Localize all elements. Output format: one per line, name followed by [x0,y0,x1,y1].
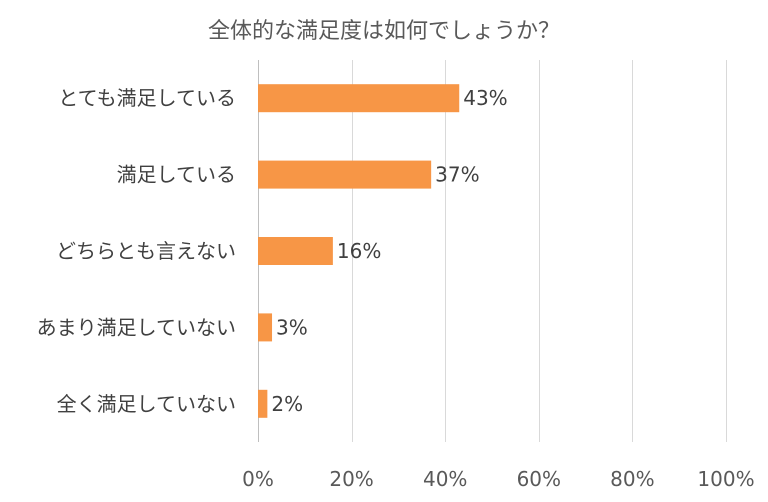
x-tick-label: 0% [242,467,274,491]
bar [258,389,268,418]
category-label: 全く満足していない [57,392,236,416]
category-labels: とても満足している満足しているどちらとも言えないあまり満足していない全く満足して… [37,86,236,416]
category-label: とても満足している [58,86,236,110]
data-label: 3% [276,315,308,339]
bars: 43% 37% 16% 3% 2% [258,84,508,418]
category-label: どちらとも言えない [56,239,236,263]
bar [258,237,333,265]
grid [258,60,727,442]
chart-title: 全体的な満足度は如何でしょうか？ [208,19,560,44]
category-label: あまり満足していない [37,315,236,339]
data-label: 37% [435,163,479,187]
data-label: 2% [271,392,303,416]
data-label: 16% [337,239,381,263]
bar [258,160,432,189]
x-tick-label: 40% [423,467,467,491]
data-label: 43% [463,86,507,110]
x-tick-label: 100% [697,467,754,491]
bar [258,84,460,113]
x-tick-label: 20% [329,467,373,491]
x-tick-label: 60% [517,467,561,491]
x-axis-tick-labels: 0% 20% 40% 60% 80% 100% [242,467,754,491]
bar [258,313,273,342]
x-tick-label: 80% [610,467,654,491]
category-label: 満足している [117,163,236,187]
